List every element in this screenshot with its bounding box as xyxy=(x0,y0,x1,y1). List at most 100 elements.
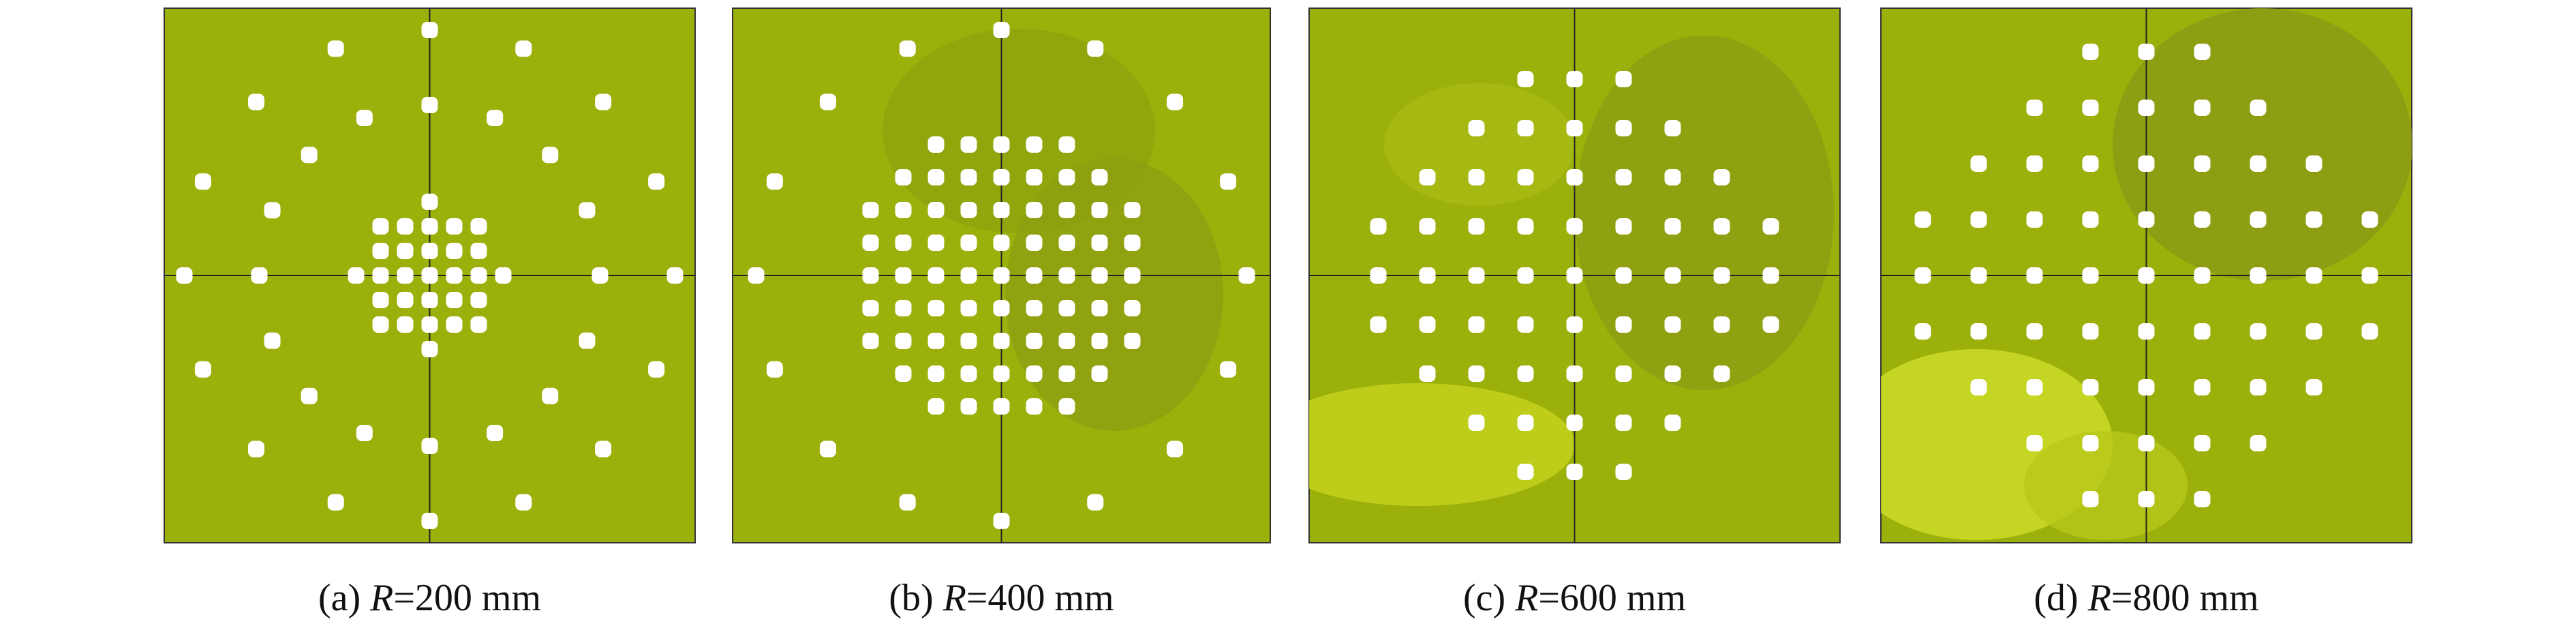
hole xyxy=(993,22,1010,38)
hole xyxy=(2305,155,2322,172)
hole xyxy=(1124,267,1141,284)
hole xyxy=(927,267,945,284)
hole xyxy=(766,173,783,190)
shade-patch xyxy=(1384,83,1575,206)
hole xyxy=(515,494,532,511)
hole xyxy=(397,292,414,308)
hole xyxy=(264,332,281,349)
hole xyxy=(2082,155,2099,172)
hole xyxy=(1058,365,1075,382)
hole xyxy=(1124,235,1141,251)
hole xyxy=(1091,300,1108,316)
hole xyxy=(372,316,389,333)
hole xyxy=(960,267,977,284)
hole xyxy=(927,169,945,185)
hole xyxy=(421,243,438,259)
hole xyxy=(397,267,414,284)
hole xyxy=(421,341,438,357)
hole xyxy=(251,267,268,284)
hole xyxy=(862,202,879,218)
hole xyxy=(2082,211,2099,228)
hole xyxy=(1468,267,1485,284)
hole xyxy=(2026,211,2043,228)
hole xyxy=(1468,415,1485,431)
hole xyxy=(1566,218,1583,235)
hole xyxy=(1762,316,1779,333)
shade-patch xyxy=(2024,431,2188,540)
hole xyxy=(1468,365,1485,382)
hole xyxy=(446,243,463,259)
hole xyxy=(1058,267,1075,284)
hole xyxy=(993,365,1010,382)
hole xyxy=(542,387,559,404)
hole xyxy=(895,267,912,284)
hole xyxy=(1238,267,1255,284)
hole xyxy=(1970,267,1987,284)
hole xyxy=(895,365,912,382)
hole xyxy=(1914,267,1931,284)
hole xyxy=(2361,323,2378,340)
hole xyxy=(2138,491,2155,507)
hole xyxy=(993,300,1010,316)
hole xyxy=(2082,100,2099,116)
hole xyxy=(2194,211,2211,228)
hole xyxy=(1026,136,1043,153)
hole xyxy=(1167,440,1184,458)
hole xyxy=(1220,361,1237,378)
hole xyxy=(1615,415,1632,431)
hole xyxy=(595,440,612,458)
hole xyxy=(372,243,389,259)
hole xyxy=(2138,267,2155,284)
hole xyxy=(1970,155,1987,172)
hole xyxy=(1615,169,1632,185)
hole xyxy=(1026,365,1043,382)
hole xyxy=(1026,398,1043,415)
hole xyxy=(2082,435,2099,451)
hole xyxy=(372,267,389,284)
hole xyxy=(1615,365,1632,382)
hole xyxy=(2250,323,2267,340)
hole xyxy=(1091,267,1108,284)
hole xyxy=(421,513,438,529)
hole xyxy=(1566,120,1583,136)
hole xyxy=(2250,100,2267,116)
hole xyxy=(1091,333,1108,349)
hole xyxy=(1566,267,1583,284)
hole xyxy=(927,202,945,218)
hole xyxy=(899,494,916,511)
hole xyxy=(2082,267,2099,284)
hole xyxy=(960,398,977,415)
hole xyxy=(495,267,512,284)
hole xyxy=(895,202,912,218)
hole xyxy=(1713,218,1730,235)
hole xyxy=(542,147,559,164)
hole xyxy=(960,136,977,153)
hole xyxy=(348,267,365,284)
caption-label: (b) xyxy=(889,577,933,619)
hole xyxy=(993,202,1010,218)
hole xyxy=(1970,379,1987,395)
hole xyxy=(1026,300,1043,316)
hole xyxy=(748,267,765,284)
hole xyxy=(2026,155,2043,172)
hole xyxy=(1615,267,1632,284)
hole xyxy=(1419,169,1436,185)
hole xyxy=(176,267,193,284)
hole xyxy=(1091,235,1108,251)
hole xyxy=(1517,464,1534,480)
hole xyxy=(895,333,912,349)
panel-caption: (b) R=400 mm xyxy=(889,577,1114,619)
hole xyxy=(397,316,414,333)
hole xyxy=(1566,316,1583,333)
hole xyxy=(592,267,609,284)
hole xyxy=(2361,211,2378,228)
hole xyxy=(2082,323,2099,340)
hole xyxy=(1517,316,1534,333)
hole xyxy=(327,494,344,511)
hole xyxy=(666,267,684,284)
panel xyxy=(732,8,1271,543)
hole xyxy=(1664,120,1681,136)
hole xyxy=(2138,100,2155,116)
shade-patch xyxy=(1309,383,1575,506)
hole xyxy=(993,398,1010,415)
